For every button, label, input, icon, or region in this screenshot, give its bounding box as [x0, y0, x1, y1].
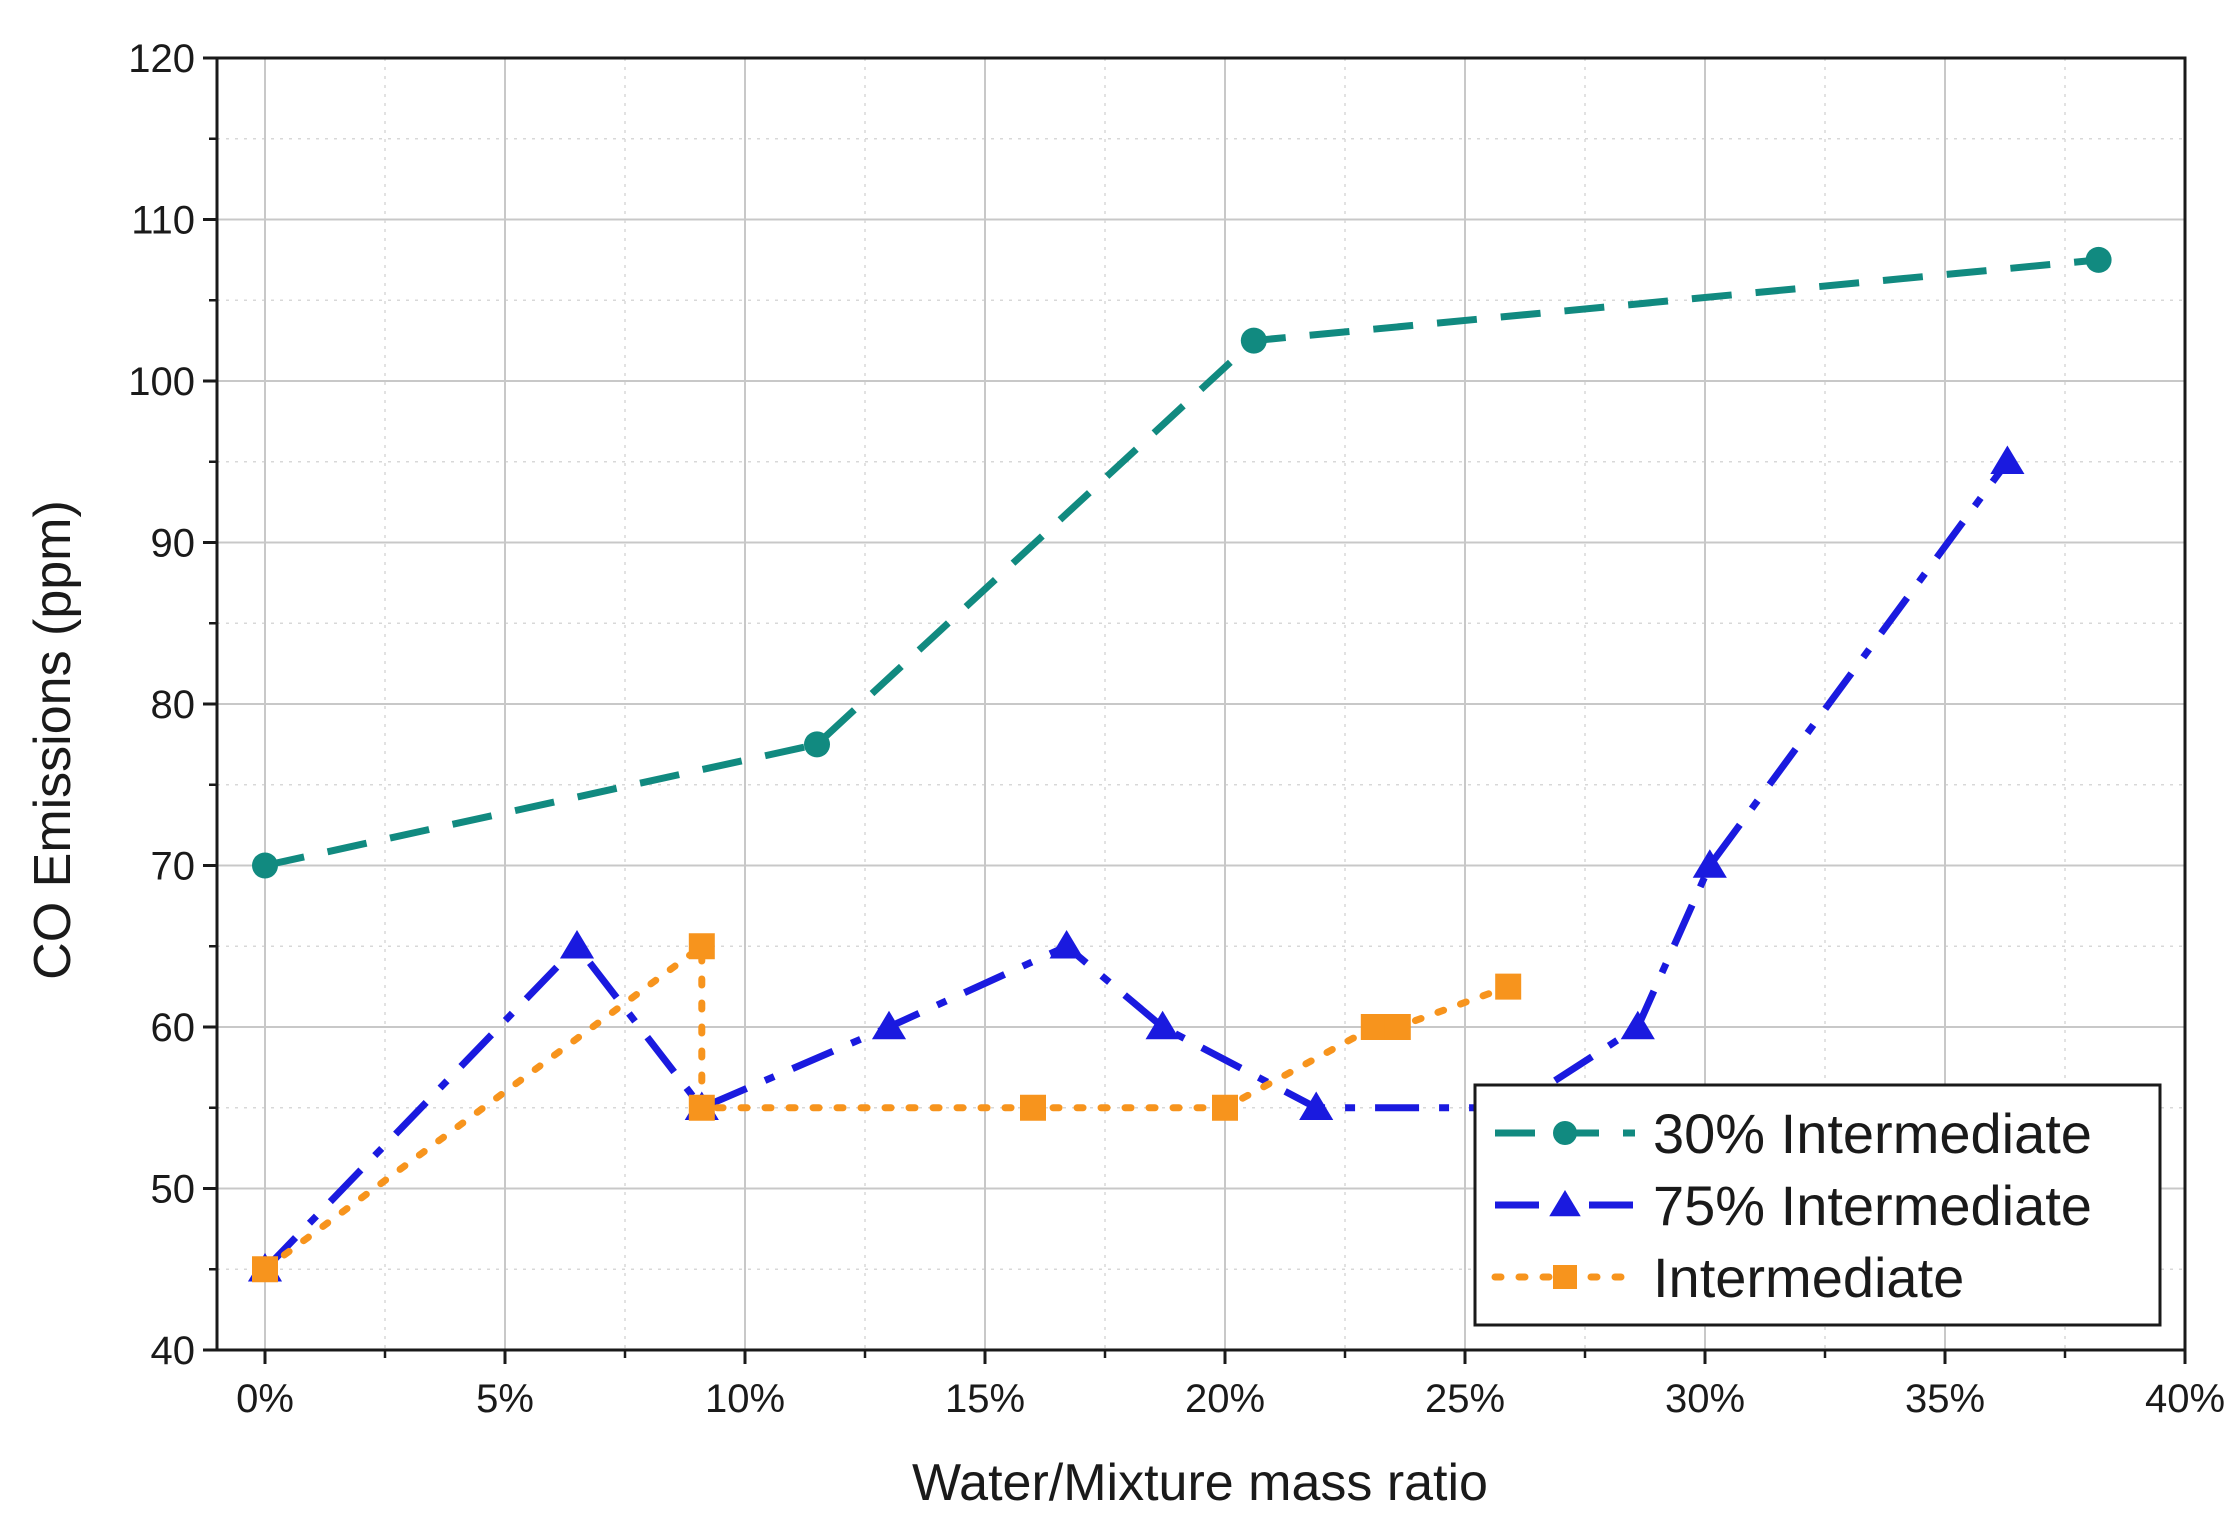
legend-item: Intermediate [1491, 1246, 1964, 1309]
series-3 [252, 933, 1522, 1283]
data-point [1240, 327, 1267, 354]
data-point [1212, 1094, 1238, 1121]
data-point [1495, 973, 1522, 1000]
axes: 40 50 60 70 80 90 100 110 120 0% 5% 10% 15% 20% 25% 30%… [128, 37, 2225, 1421]
data-point [1145, 1010, 1180, 1040]
data-point [2085, 246, 2112, 273]
data-point [559, 930, 595, 959]
y-tick-label: 120 [128, 37, 195, 81]
y-axis-title: CO Emissions (ppm) [24, 500, 82, 980]
y-tick-label: 70 [151, 845, 196, 889]
y-tick-label: 100 [128, 360, 195, 404]
data-point [252, 1256, 278, 1283]
y-tick-label: 60 [151, 1006, 196, 1050]
legend-marker [1553, 1121, 1577, 1145]
data-point [1020, 1094, 1046, 1121]
legend: 30% Intermediate 75% Intermediate Intermed… [1473, 1083, 2162, 1327]
y-tick-label: 110 [131, 199, 195, 243]
legend-item: 30% Intermediate [1495, 1102, 2092, 1165]
y-tick-label: 40 [151, 1329, 196, 1373]
y-tick-label: 50 [151, 1168, 196, 1212]
x-tick-label: 0% [236, 1377, 294, 1421]
data-point [252, 852, 278, 879]
legend-label: 75% Intermediate [1653, 1174, 2092, 1237]
x-tick-label: 40% [2145, 1377, 2225, 1421]
series-line [262, 459, 2011, 1272]
series-1 [252, 246, 2112, 879]
legend-label: Intermediate [1653, 1246, 1964, 1309]
x-tick-label: 30% [1665, 1377, 1745, 1421]
x-tick-label: 5% [476, 1377, 534, 1421]
x-tick-label: 15% [945, 1377, 1025, 1421]
data-point [871, 1010, 907, 1040]
x-tick-label: 20% [1185, 1377, 1265, 1421]
data-point [1384, 1014, 1411, 1040]
data-point [1299, 1091, 1334, 1120]
data-point [688, 933, 715, 960]
data-point [688, 1094, 715, 1121]
x-tick-label: 10% [705, 1377, 785, 1421]
data-point [1620, 1010, 1655, 1040]
legend-label: 30% Intermediate [1653, 1102, 2092, 1165]
series-layer [247, 246, 2112, 1283]
legend-marker [1553, 1265, 1577, 1289]
legend-item: 75% Intermediate [1495, 1174, 2092, 1237]
y-tick-label: 90 [151, 522, 196, 566]
x-axis-title: Water/Mixture mass ratio [912, 1454, 1488, 1512]
series-line [264, 256, 2099, 869]
y-tick-label: 80 [151, 683, 196, 727]
data-point [1360, 1014, 1387, 1040]
x-tick-label: 35% [1905, 1377, 1985, 1421]
x-tick-label: 25% [1425, 1377, 1505, 1421]
data-point [1692, 849, 1727, 878]
data-point [804, 731, 830, 758]
data-point [1990, 445, 2025, 474]
legend-marker [1549, 1190, 1581, 1217]
data-point [1049, 930, 1084, 959]
